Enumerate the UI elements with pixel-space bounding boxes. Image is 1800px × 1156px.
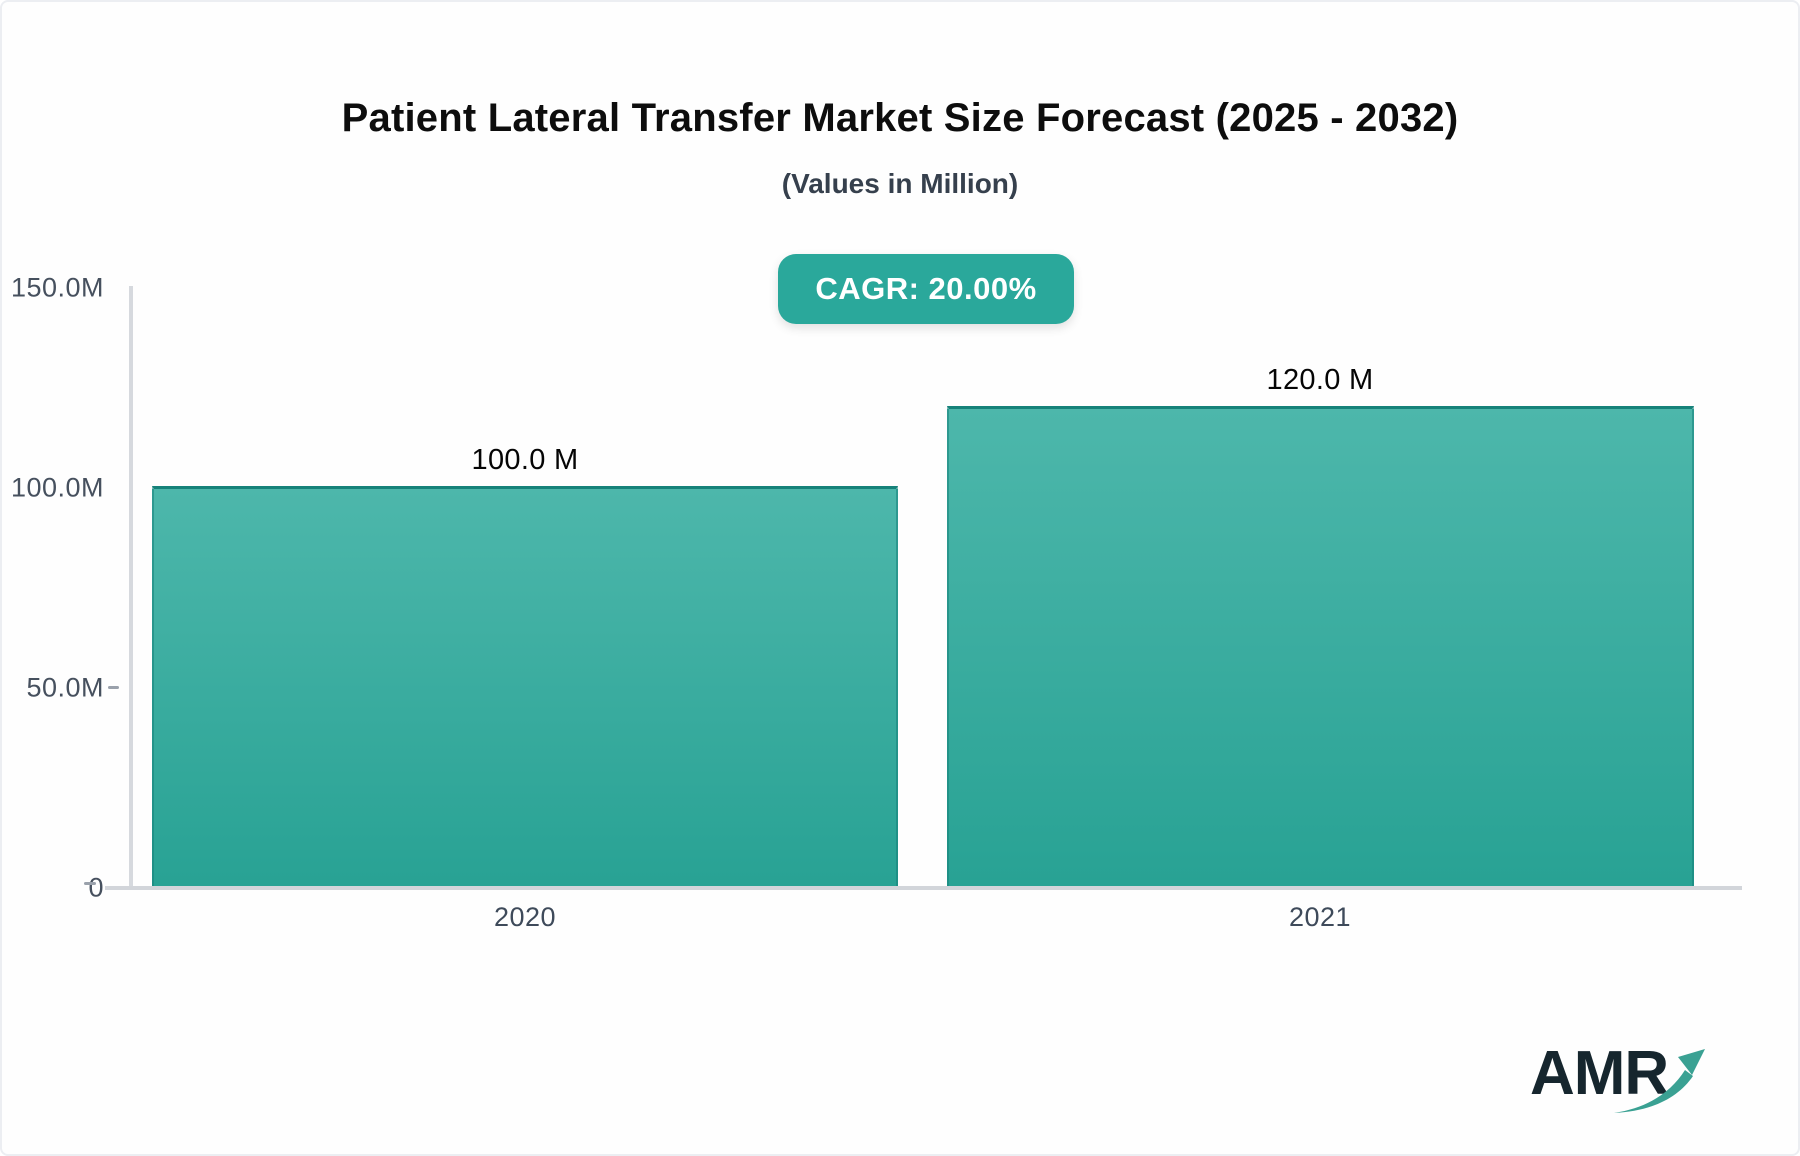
amr-logo: AMR <box>1530 1039 1705 1113</box>
y-tick-label-50: 50.0M <box>26 672 104 703</box>
amr-logo-text: AMR <box>1530 1039 1668 1108</box>
cagr-badge: CAGR: 20.00% <box>778 254 1074 324</box>
amr-logo-arrow-head <box>1678 1049 1705 1075</box>
bar-value-label-2021: 120.0 M <box>1266 364 1374 396</box>
x-category-label-2021: 2021 <box>1288 902 1352 932</box>
y-tick-label-150: 150.0M <box>10 272 104 303</box>
y-tick-label-100: 100.0M <box>10 472 104 503</box>
x-category-label-2020: 2020 <box>493 902 557 932</box>
y-tick-label-0: 0 <box>88 872 104 903</box>
bar-2021 <box>947 406 1694 886</box>
bar-2020 <box>152 486 898 886</box>
bar-value-label-2020: 100.0 M <box>471 444 579 476</box>
y-axis-line <box>129 286 133 890</box>
chart-subtitle: (Values in Million) <box>781 168 1019 199</box>
cagr-badge-label: CAGR: 20.00% <box>815 271 1037 306</box>
amr-logo-arrow-swoosh <box>1614 1070 1693 1113</box>
chart-title: Patient Lateral Transfer Market Size For… <box>341 96 1459 140</box>
x-axis-line <box>105 886 1742 890</box>
y-tick-mark-0 <box>84 882 96 885</box>
y-tick-mark-50 <box>108 686 119 689</box>
